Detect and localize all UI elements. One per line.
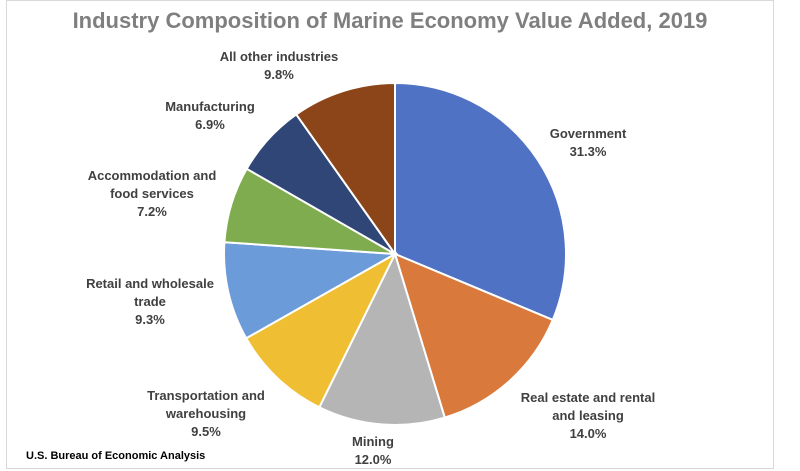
slice-value-2: 14.0% — [570, 426, 607, 441]
chart-title: Industry Composition of Marine Economy V… — [72, 8, 708, 33]
pie-slice-3 — [317, 251, 447, 426]
slice-label-5: Retail and wholesale trade 9.3% — [86, 276, 214, 327]
source-note: U.S. Bureau of Economic Analysis — [26, 450, 206, 462]
slice-label-3: Mining 12.0% — [352, 434, 394, 467]
slice-value-7: 6.9% — [195, 117, 225, 132]
slice-value-6: 7.2% — [137, 204, 167, 219]
pie-slice-8 — [294, 81, 396, 258]
slice-label-4: Transportation and warehousing 9.5% — [147, 388, 265, 439]
slice-label-2: Real estate and rental and leasing 14.0% — [521, 390, 655, 441]
slice-value-5: 9.3% — [135, 312, 165, 327]
slice-value-4: 9.5% — [191, 424, 221, 439]
slice-label-8: All other industries 9.8% — [220, 49, 338, 82]
pie-slice-2 — [393, 252, 555, 419]
slice-value-8: 9.8% — [264, 67, 294, 82]
slice-label-1: Government 31.3% — [550, 126, 627, 159]
slice-label-6: Accommodation and food services 7.2% — [88, 168, 217, 219]
pie-slice-5 — [223, 241, 399, 340]
pie-slice-1 — [394, 81, 567, 322]
slice-value-1: 31.3% — [570, 144, 607, 159]
slice-value-3: 12.0% — [355, 452, 392, 467]
pie-slice-4 — [244, 251, 398, 409]
slice-label-7: Manufacturing 6.9% — [165, 99, 255, 132]
